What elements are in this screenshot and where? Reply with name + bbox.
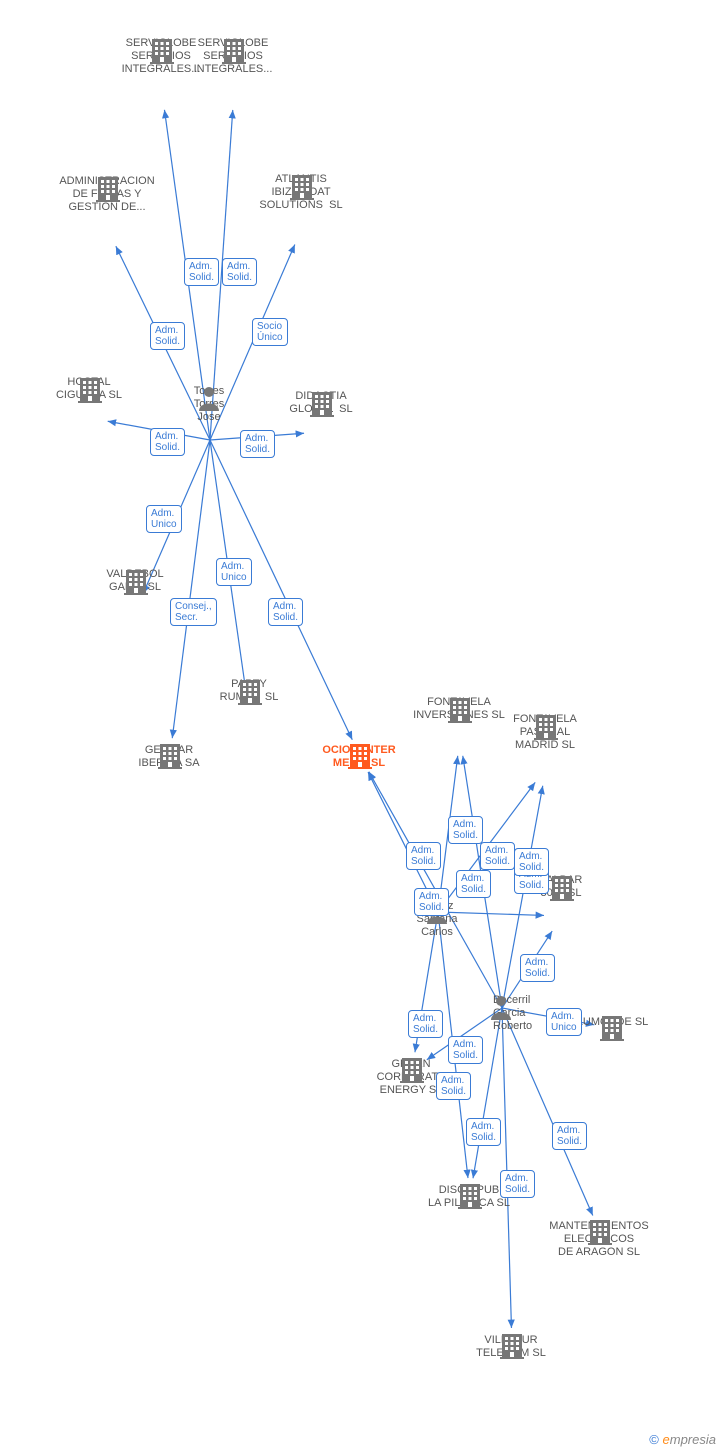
edge-label-munoz-fontavela_inv: Adm. Solid. (448, 816, 483, 844)
edge-becerril-villasur (502, 1008, 511, 1328)
node-hostal: HOSTALCIGUEÑA SL (77, 376, 139, 402)
node-party: PARTYRUMBA SL (237, 678, 299, 704)
copyright-symbol: © (649, 1432, 659, 1447)
edge-label-becerril-mantenimientos: Adm. Solid. (552, 1122, 587, 1150)
edge-label-torres-party: Adm. Unico (216, 558, 252, 586)
edge-label-becerril-disco: Adm. Solid. (466, 1118, 501, 1146)
node-fontavela_pm: FONTAVELAPASCUALMADRID SL (533, 713, 595, 753)
node-serviglobe2: SERVIGLOBESERVICIOSINTEGRALES... (221, 37, 283, 77)
footer-copyright: © empresia (649, 1432, 716, 1447)
edge-label-torres-hostal: Adm. Solid. (150, 428, 185, 456)
node-germar: GERMARIBERICA SA (157, 742, 219, 770)
edge-label-torres-serviglobe2: Adm. Solid. (222, 258, 257, 286)
edge-label-becerril-green: Adm. Solid. (448, 1036, 483, 1064)
edge-label-becerril-villasur: Adm. Solid. (500, 1170, 535, 1198)
node-torres: TorresTorresJose (197, 385, 239, 425)
node-villasur: VILLASURTELECOM SL (499, 1332, 561, 1360)
edge-label-torres-atlantis: Socio Único (252, 318, 288, 346)
edge-label-becerril-fontavela_pm: Adm. Solid. (514, 848, 549, 876)
edge-label-becerril-fontavela_inv: Adm. Solid. (456, 870, 491, 898)
edge-label-munoz-fontavela_pm: Adm. Solid. (480, 842, 515, 870)
edge-label-torres-didactia: Adm. Solid. (240, 430, 275, 458)
node-valdebol: VALDEBOLGAME SL (123, 568, 185, 594)
edge-label-torres-admin_fincas: Adm. Solid. (150, 322, 185, 350)
edge-label-becerril-ociocenter: Adm. Solid. (414, 888, 449, 916)
node-atlantis: ATLANTISIBIZA BOATSOLUTIONS SL (289, 173, 351, 213)
edge-label-torres-ociocenter: Adm. Solid. (268, 598, 303, 626)
node-admin_fincas: ADMINISTRACIONDE FINCAS YGESTION DE... (95, 175, 157, 215)
brand-e: e (663, 1432, 670, 1447)
edge-label-munoz-ociocenter: Adm. Solid. (406, 842, 441, 870)
node-didactia: DIDACTIAGLOBAL SL (309, 390, 371, 416)
node-valbar: VALBAR3064 SL (549, 874, 611, 900)
node-becerril: BecerrilGarciaRoberto (489, 994, 532, 1034)
edge-label-torres-serviglobe1: Adm. Solid. (184, 258, 219, 286)
edge-label-munoz-green: Adm. Solid. (408, 1010, 443, 1038)
edge-label-torres-germar: Consej., Secr. (170, 598, 217, 626)
edge-label-munoz-disco: Adm. Solid. (436, 1072, 471, 1100)
edge-label-becerril-ilumonde: Adm. Unico (546, 1008, 582, 1036)
edge-label-torres-valdebol: Adm. Unico (146, 505, 182, 533)
node-ociocenter: OCIOCENTERMEDIA SL (347, 742, 409, 770)
edge-label-becerril-valbar: Adm. Solid. (520, 954, 555, 982)
node-mantenimientos: MANTENIMIENTOSELECTRICOSDE ARAGON SL (587, 1218, 649, 1260)
node-ilumonde: ILUMONDE SL (599, 1014, 661, 1029)
brand-rest: mpresia (670, 1432, 716, 1447)
